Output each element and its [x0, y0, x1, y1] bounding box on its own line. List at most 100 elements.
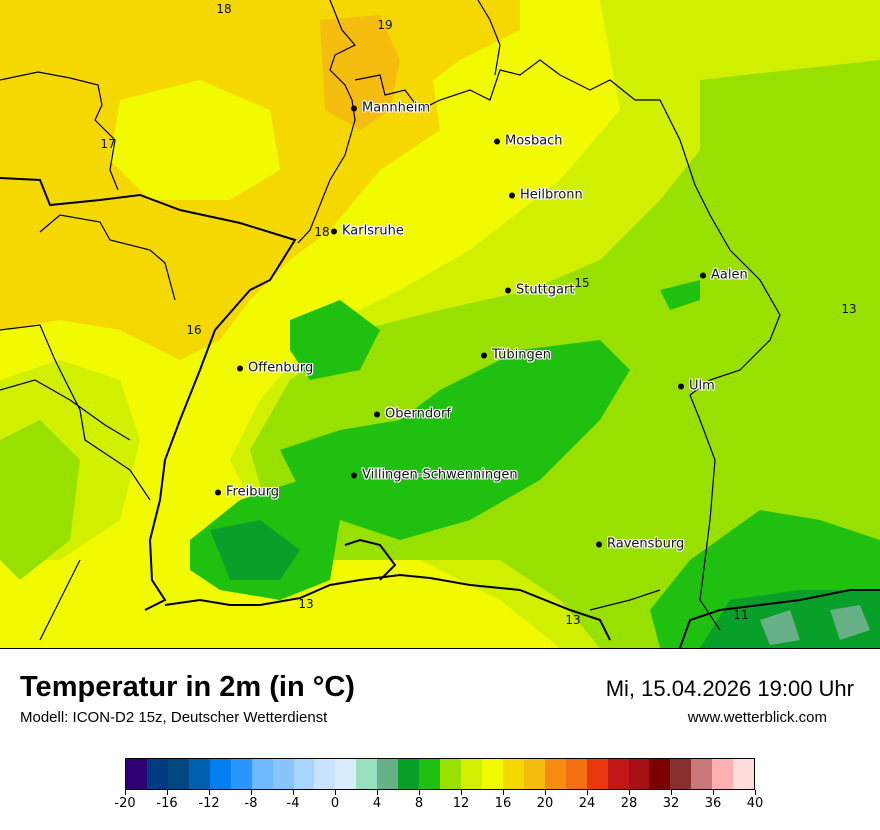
city-dot-icon: [481, 352, 487, 358]
colorbar-tick: [251, 790, 252, 795]
colorbar-segment: [230, 759, 252, 789]
colorbar-segment: [628, 759, 650, 789]
contour-label: 18: [216, 2, 232, 16]
contour-label: 13: [565, 613, 581, 627]
colorbar-tick-label: 4: [372, 796, 382, 811]
city-marker-freiburg: Freiburg: [215, 485, 279, 500]
city-label: Heilbronn: [520, 187, 583, 203]
contour-label: 17: [100, 137, 116, 151]
colorbar-segment: [251, 759, 273, 789]
colorbar-segment: [146, 759, 168, 789]
city-label: Villingen-Schwenningen: [362, 467, 518, 483]
city-label: Stuttgart: [516, 282, 575, 298]
city-label: Mannheim: [362, 100, 431, 116]
colorbar-segment: [691, 759, 713, 789]
colorbar-segment: [607, 759, 629, 789]
colorbar-tick: [587, 790, 588, 795]
city-dot-icon: [505, 287, 511, 293]
city-marker-heilbronn: Heilbronn: [509, 188, 583, 203]
colorbar-tick-label: -12: [198, 796, 220, 811]
contour-label: 16: [186, 323, 202, 337]
colorbar-ticks: -20 -16 -12 -8 -4 0 4 8 12 16 20 24 28 32 36 40: [114, 790, 763, 820]
contour-label: 13: [298, 597, 314, 611]
colorbar-tick-label: 40: [746, 796, 764, 811]
city-label: Karlsruhe: [342, 223, 404, 239]
colorbar-segment: [440, 759, 461, 789]
city-label: Ravensburg: [607, 536, 685, 552]
colorbar-segment: [649, 759, 671, 789]
colorbar-tick-label: -8: [244, 796, 258, 811]
colorbar-tick: [671, 790, 672, 795]
contour-label: 19: [377, 18, 393, 32]
contour-label: 15: [574, 276, 590, 290]
colorbar-tick: [419, 790, 420, 795]
colorbar-tick-label: 20: [536, 796, 554, 811]
colorbar-tick: [629, 790, 630, 795]
city-label: Tübingen: [492, 347, 551, 363]
city-marker-mosbach: Mosbach: [494, 134, 563, 149]
colorbar-tick-label: 12: [452, 796, 470, 811]
colorbar-tick: [335, 790, 336, 795]
valid-datetime: Mi, 15.04.2026 19:00 Uhr: [605, 676, 854, 701]
colorbar-segment: [209, 759, 231, 789]
city-marker-ulm: Ulm: [678, 379, 715, 394]
colorbar-tick-label: 8: [414, 796, 424, 811]
city-dot-icon: [700, 272, 706, 278]
colorbar-tick-label: 28: [620, 796, 638, 811]
colorbar-segment: [461, 759, 482, 789]
city-dot-icon: [215, 489, 221, 495]
contour-label: 18: [314, 225, 330, 239]
colorbar-segment: [398, 759, 420, 789]
colorbar-tick-label: 32: [662, 796, 680, 811]
colorbar-segment: [272, 759, 294, 789]
city-marker-ravensburg: Ravensburg: [596, 537, 684, 552]
city-dot-icon: [237, 365, 243, 371]
city-dot-icon: [374, 411, 380, 417]
map-title: Temperatur in 2m (in °C): [20, 671, 355, 703]
city-dot-icon: [678, 383, 684, 389]
city-label: Aalen: [711, 267, 748, 283]
colorbar-tick-label: 0: [330, 796, 340, 811]
city-marker-karlsruhe: Karlsruhe: [331, 224, 404, 239]
colorbar: [125, 758, 755, 790]
colorbar-segment: [670, 759, 692, 789]
city-label: Mosbach: [505, 133, 563, 149]
colorbar-tick: [755, 790, 756, 795]
colorbar-segment: [419, 759, 441, 789]
city-marker-stuttgart: Stuttgart: [505, 283, 574, 298]
colorbar-tick: [167, 790, 168, 795]
colorbar-segment: [544, 759, 566, 789]
city-marker-aalen: Aalen: [700, 268, 748, 283]
colorbar-tick-label: -16: [156, 796, 178, 811]
colorbar-tick: [461, 790, 462, 795]
colorbar-tick-label: -20: [114, 796, 136, 811]
colorbar-segment: [293, 759, 315, 789]
colorbar-segment: [126, 759, 147, 789]
city-label: Freiburg: [226, 484, 280, 500]
colorbar-tick-label: 36: [704, 796, 722, 811]
city-marker-oberndorf: Oberndorf: [374, 407, 451, 422]
city-label: Offenburg: [248, 360, 314, 376]
city-dot-icon: [331, 228, 337, 234]
colorbar-tick: [503, 790, 504, 795]
colorbar-tick: [209, 790, 210, 795]
colorbar-segment: [565, 759, 587, 789]
colorbar-tick: [125, 790, 126, 795]
city-label: Ulm: [689, 378, 715, 394]
colorbar-segment: [167, 759, 189, 789]
city-dot-icon: [596, 541, 602, 547]
city-dot-icon: [351, 105, 357, 111]
temperature-map: 18 19 17 18 15 16 13 13 13 11 Mannheim M…: [0, 0, 880, 649]
city-label: Oberndorf: [385, 406, 451, 422]
colorbar-segment: [586, 759, 608, 789]
colorbar-tick: [293, 790, 294, 795]
model-source: Modell: ICON-D2 15z, Deutscher Wetterdie…: [20, 709, 328, 726]
city-dot-icon: [509, 192, 515, 198]
colorbar-tick: [377, 790, 378, 795]
city-marker-villingen-schwenningen: Villingen-Schwenningen: [351, 468, 518, 483]
colorbar-segment: [335, 759, 357, 789]
website-link: www.wetterblick.com: [687, 709, 827, 726]
colorbar-segment: [188, 759, 210, 789]
colorbar-segment: [733, 759, 755, 789]
city-dot-icon: [351, 472, 357, 478]
